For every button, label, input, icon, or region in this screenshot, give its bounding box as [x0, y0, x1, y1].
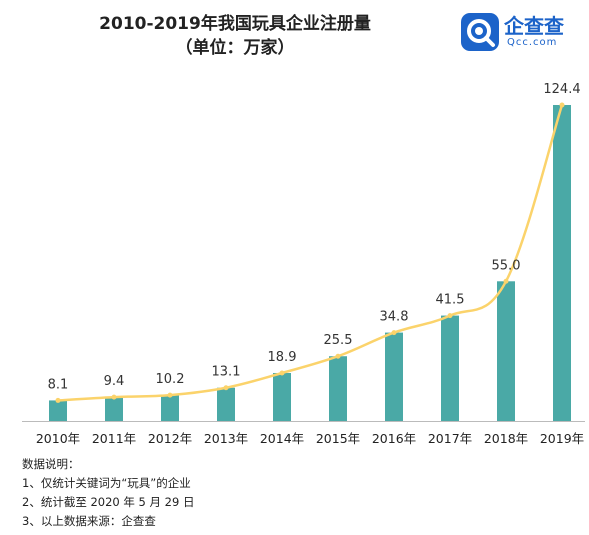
- qcc-logo-sub: Qcc.com: [507, 37, 558, 48]
- notes-heading: 数据说明：: [22, 457, 80, 471]
- chart-subtitle: （单位：万家）: [175, 38, 295, 58]
- bar-2013年: [217, 387, 235, 421]
- value-label-2017年: 41.5: [436, 293, 465, 308]
- trend-point-2019年: [559, 102, 565, 108]
- bar-2014年: [273, 372, 291, 421]
- x-tick-label-2012年: 2012年: [148, 431, 192, 446]
- bar-2015年: [329, 356, 347, 421]
- value-label-2011年: 9.4: [104, 374, 125, 389]
- bar-2017年: [441, 315, 459, 421]
- x-tick-label-2014年: 2014年: [260, 431, 304, 446]
- bar-2019年: [553, 105, 571, 421]
- x-tick-label-2015年: 2015年: [316, 431, 360, 446]
- x-tick-label-2017年: 2017年: [428, 431, 472, 446]
- chart-title: 2010-2019年我国玩具企业注册量: [99, 14, 371, 34]
- value-label-2014年: 18.9: [268, 350, 297, 365]
- bar-chart: 8.1 9.4 10.2 13.118.925.534.841.555.0124.4 …: [22, 82, 585, 446]
- bar-2012年: [161, 395, 179, 421]
- bar-2018年: [497, 281, 515, 421]
- chart-title-block: 2010-2019年我国玩具企业注册量 （单位：万家）: [0, 12, 470, 60]
- value-labels-group: 8.1 9.4 10.2 13.1 18.9 25.5 34.8 41.5 55.0 124.4: [48, 82, 581, 392]
- data-notes: 数据说明： 1、仅统计关键词为“玩具”的企业 2、统计截至 2020 年 5 月…: [22, 455, 194, 531]
- qcc-logo-icon: [461, 13, 499, 51]
- value-label-2013年: 13.1: [212, 365, 241, 380]
- trend-point-2015年: [335, 353, 341, 359]
- note-line-2: 2、统计截至 2020 年 5 月 29 日: [22, 495, 195, 509]
- trend-point-2018年: [503, 278, 509, 284]
- bar-2011年: [105, 397, 123, 421]
- x-tick-label-2013年: 2013年: [204, 431, 248, 446]
- value-label-2012年: 10.2: [156, 372, 185, 387]
- note-line-1: 1、仅统计关键词为“玩具”的企业: [22, 476, 191, 490]
- note-line-3: 3、以上数据来源：企查查: [22, 514, 156, 528]
- x-tick-label-2018年: 2018年: [484, 431, 528, 446]
- trend-points-group: [55, 102, 565, 403]
- bar-2010年: [49, 400, 67, 421]
- trend-point-2013年: [223, 385, 229, 391]
- trend-point-2014年: [279, 370, 285, 376]
- trend-point-2012年: [167, 392, 173, 398]
- trend-point-2017年: [447, 313, 453, 319]
- value-label-2018年: 55.0: [492, 258, 521, 273]
- x-tick-label-2011年: 2011年: [92, 431, 136, 446]
- trend-point-2011年: [111, 394, 117, 400]
- x-tick-label-2019年: 2019年: [540, 431, 584, 446]
- trend-point-2016年: [391, 330, 397, 336]
- bars-group: [49, 105, 571, 421]
- value-label-2010年: 8.1: [48, 377, 69, 392]
- value-label-2015年: 25.5: [324, 333, 353, 348]
- x-tick-labels-group: 2010年 2011年 2012年 2013年 2014年 2015年 2016年 2017年…: [36, 431, 584, 446]
- qcc-logo-name: 企查查: [504, 14, 564, 38]
- x-tick-label-2016年: 2016年: [372, 431, 416, 446]
- value-label-2016年: 34.8: [380, 310, 409, 325]
- qcc-logo: 企查查 Qcc.com: [460, 10, 585, 54]
- value-label-2019年: 124.4: [543, 82, 580, 97]
- x-tick-label-2010年: 2010年: [36, 431, 80, 446]
- bar-2016年: [385, 332, 403, 421]
- trend-line: [57, 104, 564, 402]
- trend-point-2010年: [55, 397, 61, 403]
